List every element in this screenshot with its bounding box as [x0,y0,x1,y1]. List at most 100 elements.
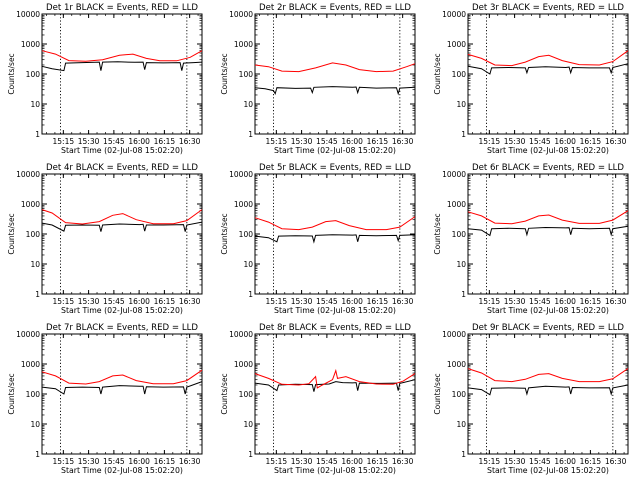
x-tick-label: 15:15 [53,137,75,146]
x-tick-label: 16:30 [179,137,201,146]
series-lld-line [254,368,416,389]
x-tick-label: 15:15 [266,297,288,306]
y-tick-label: 1000 [447,40,466,49]
y-tick-label: 1000 [447,200,466,209]
y-tick-label: 10 [30,260,40,269]
x-tick-label: 15:45 [103,457,125,466]
panel-title: Det 6r BLACK = Events, RED = LLD [472,163,624,173]
panel-title: Det 8r BLACK = Events, RED = LLD [259,323,411,333]
series-events-line [254,86,416,96]
panel-det-9: Det 9r BLACK = Events, RED = LLD 1 10 100 10… [433,323,629,475]
y-tick-label: 100 [239,230,254,239]
series-lld-line [467,210,629,225]
series-lld-line [467,50,629,67]
x-tick-label: 16:30 [392,457,414,466]
series-lld-line [254,62,416,73]
x-tick-label: 16:30 [392,137,414,146]
series-events-line [41,221,203,232]
x-tick-label: 15:45 [529,297,551,306]
y-tick-label: 10 [30,420,40,429]
plot-frame [467,13,629,135]
x-tick-label: 16:15 [580,297,602,306]
x-tick-label: 16:15 [580,137,602,146]
y-tick-label: 1 [35,290,40,299]
y-tick-label: 10 [456,100,466,109]
y-axis-label: Counts/sec [220,53,229,94]
x-tick-label: 16:30 [179,457,201,466]
x-tick-label: 16:30 [605,457,627,466]
x-tick-label: 16:15 [367,297,389,306]
y-tick-label: 1000 [234,40,253,49]
panel-det-3: Det 3r BLACK = Events, RED = LLD 1 10 100 10… [433,3,629,155]
plot-frame [254,13,416,135]
series-events-line [467,225,629,237]
plot-frame [254,333,416,455]
y-tick-label: 100 [452,70,467,79]
x-tick-label: 15:15 [53,457,75,466]
plot-frame [467,173,629,295]
y-tick-label: 100 [452,230,467,239]
x-tick-label: 15:45 [316,457,338,466]
x-tick-label: 15:15 [479,137,501,146]
x-tick-label: 15:15 [479,457,501,466]
x-tick-label: 15:30 [504,137,526,146]
y-tick-label: 10000 [229,170,253,179]
x-tick-label: 15:30 [291,137,313,146]
panel-title: Det 9r BLACK = Events, RED = LLD [472,323,624,333]
x-tick-label: 16:00 [128,457,150,466]
x-tick-label: 15:30 [504,457,526,466]
x-tick-label: 16:00 [341,297,363,306]
y-tick-label: 1000 [21,200,40,209]
x-tick-label: 15:15 [53,297,75,306]
y-axis-label: Counts/sec [433,373,442,414]
x-tick-label: 16:30 [392,297,414,306]
y-tick-label: 1000 [234,200,253,209]
x-axis-label: Start Time (02-Jul-08 15:02:20) [487,306,609,315]
x-tick-label: 15:15 [266,137,288,146]
x-axis-label: Start Time (02-Jul-08 15:02:20) [61,466,183,475]
x-tick-label: 16:15 [367,137,389,146]
y-tick-label: 10 [456,260,466,269]
panel-det-6: Det 6r BLACK = Events, RED = LLD 1 10 100 10… [433,163,629,315]
y-tick-label: 10000 [442,330,466,339]
y-tick-label: 100 [26,390,41,399]
series-events-line [254,379,416,392]
x-axis-label: Start Time (02-Jul-08 15:02:20) [487,466,609,475]
panel-title: Det 4r BLACK = Events, RED = LLD [46,163,198,173]
y-tick-label: 1 [248,290,253,299]
panel-det-8: Det 8r BLACK = Events, RED = LLD 1 10 100 10… [220,323,416,475]
series-lld-line [254,216,416,231]
x-tick-label: 15:30 [78,457,100,466]
y-tick-label: 1000 [447,360,466,369]
plot-frame [41,333,203,455]
series-lld-line [41,209,203,225]
y-tick-label: 10000 [442,170,466,179]
series-lld-line [41,369,203,385]
x-tick-label: 16:15 [154,457,176,466]
x-tick-label: 15:45 [529,457,551,466]
panel-title: Det 5r BLACK = Events, RED = LLD [259,163,411,173]
x-axis-label: Start Time (02-Jul-08 15:02:20) [274,306,396,315]
x-tick-label: 16:00 [554,137,576,146]
x-axis-label: Start Time (02-Jul-08 15:02:20) [274,146,396,155]
y-tick-label: 100 [239,70,254,79]
x-tick-label: 16:15 [580,457,602,466]
panel-det-1: Det 1r BLACK = Events, RED = LLD 1 10 100 10… [7,3,203,155]
x-tick-label: 16:15 [367,457,389,466]
x-tick-label: 15:30 [291,457,313,466]
y-tick-label: 1 [248,450,253,459]
y-tick-label: 1000 [234,360,253,369]
y-tick-label: 1000 [21,40,40,49]
y-tick-label: 10000 [229,330,253,339]
panel-title: Det 2r BLACK = Events, RED = LLD [259,3,411,13]
x-tick-label: 15:45 [316,297,338,306]
y-tick-label: 1 [35,130,40,139]
y-axis-label: Counts/sec [433,53,442,94]
y-axis-label: Counts/sec [7,213,16,254]
y-axis-label: Counts/sec [7,373,16,414]
x-axis-label: Start Time (02-Jul-08 15:02:20) [61,306,183,315]
y-tick-label: 100 [239,390,254,399]
x-tick-label: 15:30 [78,297,100,306]
x-tick-label: 16:00 [341,137,363,146]
y-tick-label: 10 [30,100,40,109]
